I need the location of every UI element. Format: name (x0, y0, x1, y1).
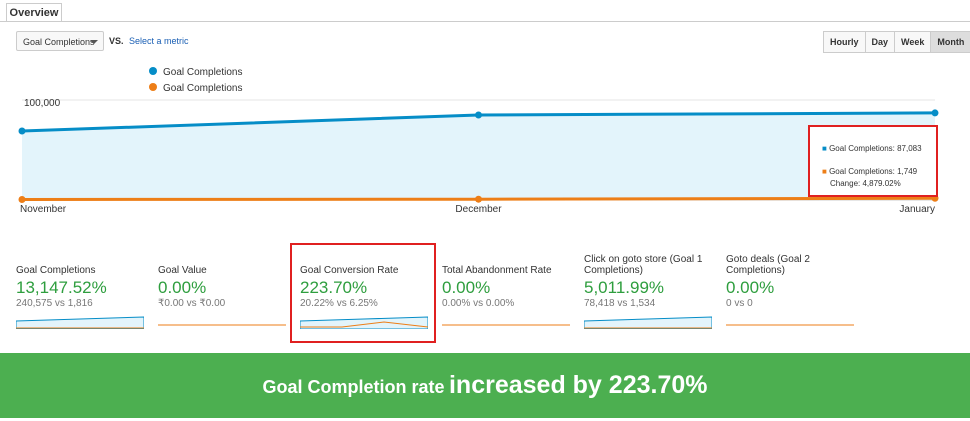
banner-lead: Goal Completion rate (262, 377, 445, 397)
legend-dot (149, 67, 157, 75)
metric-title: Total Abandonment Rate (442, 265, 552, 276)
metric-card: Goal Conversion Rate 223.70% 20.22% vs 6.2… (299, 250, 438, 335)
metric-value: 223.70% (300, 278, 368, 297)
point (475, 195, 482, 203)
tooltip-text: Goal Completions: 1,749 (829, 167, 918, 176)
point (18, 196, 26, 203)
sparkline (726, 324, 854, 326)
metric-compare: 78,418 vs 1,534 (584, 298, 656, 309)
point (475, 111, 482, 119)
sparkline (158, 324, 286, 326)
metric-title: Goal Value (158, 265, 207, 276)
vs-label: VS. (109, 36, 124, 46)
tab[interactable]: Overview (6, 3, 62, 22)
metric-card: Click on goto store (Goal 1 Completions)… (583, 250, 722, 335)
metric-card: Total Abandonment Rate 0.00% 0.00% vs 0.00… (442, 250, 580, 335)
metric-value: 0.00% (158, 278, 207, 297)
metric-title: Goal Conversion Rate (300, 265, 399, 276)
metric-title: Goal Completions (16, 265, 96, 276)
metric-compare: 240,575 vs 1,816 (16, 298, 93, 309)
metric-compare: 0 vs 0 (726, 298, 753, 309)
sparkline-line (583, 316, 713, 330)
banner-main: increased by 223.70% (448, 371, 708, 399)
x-tick-label: November (20, 204, 67, 215)
tooltip-line: ■ Goal Completions: 1,749 (822, 167, 918, 176)
metric-card: Goto deals (Goal 2 Completions) 0.00% 0 vs… (726, 250, 864, 335)
sparkline (583, 316, 713, 330)
sparkline (442, 324, 570, 326)
sparkline (15, 316, 145, 330)
x-tick-label: January (899, 204, 935, 215)
legend-label: Goal Completions (163, 67, 242, 78)
divider (0, 21, 970, 22)
legend-dot (149, 83, 157, 91)
tooltip-line: ■ Goal Completions: 87,083 (822, 144, 922, 153)
chart: 50,000100,000NovemberDecemberJanuaryGoal… (18, 67, 939, 215)
tooltip-text: Goal Completions: 87,083 (829, 144, 922, 153)
metric-dropdown[interactable]: Goal Completions (16, 31, 104, 51)
metric-value: 13,147.52% (16, 278, 107, 297)
granularity-button[interactable]: Hourly (823, 31, 866, 53)
sparkline (299, 316, 429, 330)
select-metric-link[interactable]: Select a metric (129, 36, 189, 46)
granularity-button[interactable]: Day (864, 31, 896, 53)
highlight-box (290, 243, 436, 343)
granularity-button[interactable]: Month (930, 31, 970, 53)
metric-card: Goal Value 0.00% ₹0.00 vs ₹0.00 (158, 250, 296, 335)
granularity-buttons: Hourly Day Week Month (823, 31, 970, 53)
point (931, 109, 939, 117)
metric-compare: ₹0.00 vs ₹0.00 (158, 298, 226, 309)
sparkline-line (15, 316, 145, 330)
metric-card: Goal Completions 13,147.52% 240,575 vs 1,8… (15, 250, 154, 335)
metric-value: 0.00% (726, 278, 775, 297)
tooltip: ■ Goal Completions: 87,083 ■ Goal Comple… (808, 125, 938, 197)
metric-compare: 20.22% vs 6.25% (300, 298, 378, 309)
sparkline-line (300, 321, 429, 328)
tooltip-text: Change: 4,879.02% (830, 179, 901, 188)
x-tick-label: December (455, 204, 502, 215)
metric-compare: 0.00% vs 0.00% (442, 298, 515, 309)
area (22, 112, 935, 200)
y-tick-label: 100,000 (24, 98, 61, 109)
metric-title: Click on goto store (Goal 1 Completions) (584, 254, 703, 276)
metric-title: Goto deals (Goal 2 Completions) (726, 254, 810, 276)
banner: Goal Completion rate increased by 223.70… (0, 353, 970, 418)
point (18, 127, 26, 135)
legend-label: Goal Completions (163, 83, 242, 94)
metric-value: 0.00% (442, 278, 491, 297)
metric-value: 5,011.99% (584, 278, 665, 297)
granularity-button[interactable]: Week (894, 31, 932, 53)
